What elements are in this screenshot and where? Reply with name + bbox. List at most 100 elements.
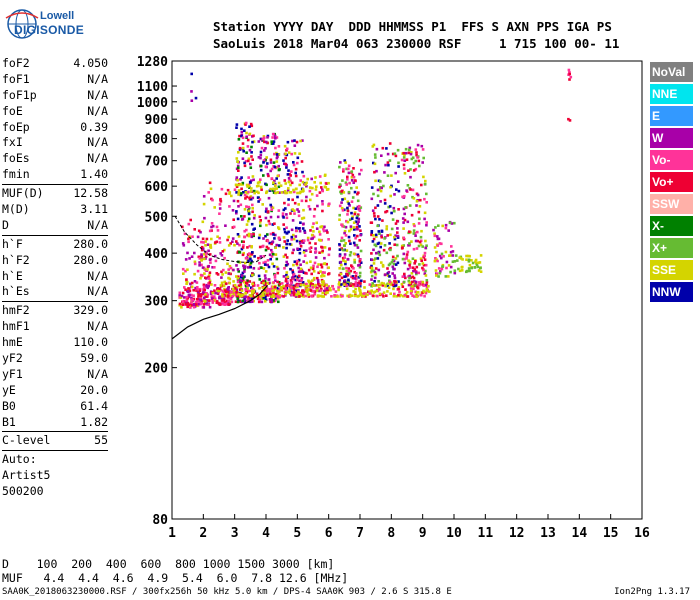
echo-point [401,257,405,261]
echo-point [273,165,277,169]
autoscaling-info: 500200 [2,484,44,499]
echo-point [380,154,383,157]
echo-point [310,177,313,181]
echo-point [299,294,303,297]
echo-point [248,252,251,255]
echo-point [358,260,362,263]
echo-point [302,271,306,274]
param-row: h`E N/A [2,269,108,285]
echo-point [275,160,279,163]
echo-point [294,167,298,171]
echo-point [396,231,399,234]
echo-point [205,237,209,241]
echo-point [237,295,240,298]
echo-point [247,159,250,163]
echo-point [408,204,412,207]
echo-point [251,272,254,275]
echo-point [447,229,450,232]
echo-point [270,300,274,304]
param-value: N/A [87,366,108,381]
echo-point [318,175,322,178]
echo-point [270,167,274,171]
echo-point [409,175,412,179]
echo-point [323,256,326,260]
echo-point [238,243,241,247]
echo-point [199,277,202,280]
echo-point [269,203,272,207]
echo-point [222,268,225,272]
echo-point [301,188,305,191]
echo-point [191,298,194,302]
echo-point [385,210,389,213]
echo-point [311,267,315,271]
echo-point [338,273,341,277]
legend-item: Vo+ [650,172,693,192]
param-row: C-level 55 [2,433,108,449]
echo-point [191,235,194,238]
echo-point [200,259,203,262]
echo-point [321,202,324,206]
echo-point [213,295,216,298]
echo-point [390,174,393,177]
echo-point [284,207,287,210]
logo-line2: DIGISONDE [14,23,85,37]
echo-point [224,192,228,196]
echo-point [423,294,426,298]
echo-point [275,156,279,160]
echo-point [299,190,302,194]
echo-point [419,280,423,284]
echo-point [338,248,342,251]
echo-point [197,255,201,259]
echo-point [340,283,343,286]
echo-point [215,291,219,295]
echo-point [273,276,277,279]
echo-point [261,293,264,296]
echo-point [250,145,253,149]
echo-point [239,203,243,207]
echo-point [397,287,400,291]
echo-point [433,246,437,249]
echo-point [378,292,382,296]
echo-point [374,273,377,276]
echo-point [354,275,358,278]
echo-point [347,167,350,171]
echo-point [309,198,312,202]
param-name: foF2 [2,56,30,70]
echo-point [342,267,345,270]
params-separator [2,234,108,236]
echo-point [359,261,363,264]
param-value: 4.050 [73,56,108,70]
echo-point [425,192,428,196]
echo-point [286,291,290,294]
echo-point [338,278,342,282]
echo-point [413,280,416,283]
echo-point [394,234,397,237]
echo-point [402,163,406,167]
echo-point [280,191,284,194]
echo-point [387,282,391,285]
echo-point [310,192,314,196]
echo-point [282,223,285,226]
echo-point [358,271,362,275]
echo-point [349,269,353,273]
echo-point [220,187,224,191]
echo-point [421,266,424,270]
echo-point [368,292,372,295]
x-tick-label: 7 [356,526,364,541]
echo-point [183,286,186,289]
echo-point [468,254,471,258]
echo-point [211,198,214,202]
echo-point [413,224,416,228]
echo-point [208,253,212,256]
echo-point [338,281,341,284]
echo-point [323,225,326,229]
echo-point [287,198,290,201]
echo-point [393,276,397,280]
echo-point [241,217,245,221]
echo-point [402,167,406,170]
echo-point [356,205,360,209]
echo-point [379,180,382,183]
echo-point [186,305,189,309]
echo-point [311,237,314,240]
echo-point [345,287,349,291]
